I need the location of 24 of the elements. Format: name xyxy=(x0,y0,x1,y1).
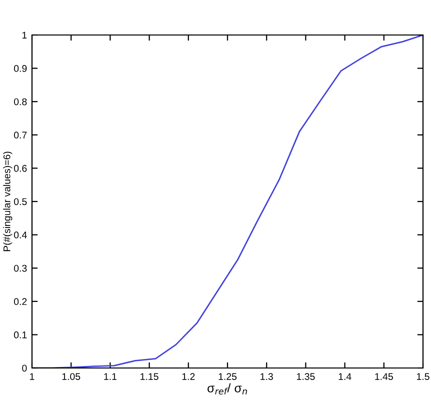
y-tick-label: 0 xyxy=(22,364,27,372)
x-tick-label: 1.1 xyxy=(104,373,116,380)
x-tick-label: 1.05 xyxy=(62,373,80,380)
x-tick-label: 1.5 xyxy=(416,373,430,380)
y-tick-label: 0.7 xyxy=(14,132,27,139)
x-tick-label: 1.2 xyxy=(182,373,195,380)
y-tick-label: 1 xyxy=(22,32,27,39)
x-tick-label: 1.35 xyxy=(296,373,315,380)
x-tick-label: 1.4 xyxy=(338,373,352,380)
y-tick-label: 0.3 xyxy=(14,264,27,272)
y-tick-label: 0.8 xyxy=(14,98,27,106)
y-tick-label: 0.6 xyxy=(14,164,27,172)
x-tick-label: 1.25 xyxy=(218,373,237,380)
x-tick-label: 1 xyxy=(30,373,34,380)
y-tick-label: 0.9 xyxy=(14,65,27,72)
x-tick-label: 1.3 xyxy=(260,373,273,380)
y-tick-label: 0.5 xyxy=(14,198,27,206)
x-tick-label: 1.15 xyxy=(140,373,158,380)
y-tick-label: 0.4 xyxy=(14,232,27,238)
x-axis-title: σ$_{ref}$/ σ$_{n}$ xyxy=(208,383,247,394)
y-tick-label: 0.2 xyxy=(14,298,27,306)
x-tick-label: 1.45 xyxy=(375,373,393,380)
y-axis-title: P(#(singular values)=6) xyxy=(3,152,12,252)
y-tick-label: 0.1 xyxy=(14,331,27,338)
